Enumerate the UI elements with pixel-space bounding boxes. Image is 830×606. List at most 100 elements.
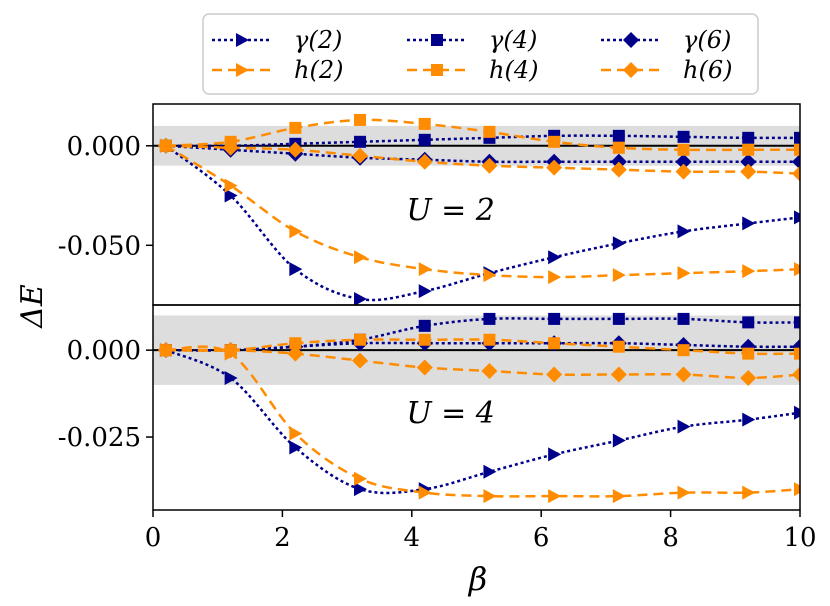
series-line (165, 341, 800, 352)
data-point (742, 347, 755, 360)
data-point (612, 141, 625, 154)
data-point (677, 266, 691, 281)
data-point (287, 345, 304, 362)
data-point (289, 426, 303, 441)
data-point (742, 216, 756, 231)
data-point (222, 139, 239, 156)
data-point (354, 482, 368, 497)
data-point (483, 268, 497, 283)
data-point (483, 312, 496, 325)
legend-marker (623, 32, 639, 48)
data-point (740, 163, 757, 180)
data-point (675, 153, 692, 170)
data-point (677, 143, 690, 156)
data-point (548, 489, 562, 504)
data-point (548, 447, 562, 462)
data-point (612, 340, 625, 353)
legend-entry-h(6): h(6) (601, 56, 732, 84)
data-point (740, 369, 757, 386)
data-point (354, 333, 367, 346)
y-tick-label: 0.000 (67, 132, 141, 162)
data-point (742, 131, 755, 144)
data-point (546, 159, 563, 176)
legend-label: γ(2) (294, 26, 342, 54)
data-point (610, 161, 627, 178)
series-line (165, 134, 800, 148)
legend-box (202, 13, 759, 95)
legend-entry-h(2): h(2) (212, 56, 343, 84)
data-point (546, 366, 563, 383)
data-point (418, 262, 432, 277)
data-point (612, 129, 625, 142)
data-point (418, 133, 431, 146)
data-point (222, 342, 239, 359)
legend-marker (431, 64, 443, 76)
data-point (289, 224, 303, 239)
data-point (794, 262, 800, 277)
legend-entry-h(4): h(4) (407, 56, 538, 84)
legend-label: γ(6) (683, 26, 731, 54)
data-point (548, 337, 561, 350)
series-group (157, 113, 800, 305)
data-point (483, 333, 496, 346)
legend-label: h(6) (683, 56, 732, 84)
data-point (481, 363, 498, 380)
data-point (548, 312, 561, 325)
series-group (157, 312, 800, 504)
data-point (354, 135, 367, 148)
x-tick-label: 6 (533, 523, 550, 553)
series-h(4) (159, 113, 800, 156)
data-point (483, 464, 497, 479)
panel-annotation: U = 2 (406, 193, 495, 228)
y-tick-label: -0.050 (58, 231, 141, 261)
data-point (677, 485, 691, 500)
x-axis: 0 2 4 6 8 10 (145, 510, 817, 553)
data-point (794, 347, 800, 360)
data-point (418, 117, 431, 130)
data-point (418, 284, 432, 299)
data-point (794, 405, 800, 420)
data-point (742, 485, 756, 500)
y-tick-label: -0.025 (58, 423, 141, 453)
legend: γ(2) γ(4) γ(6) h(2) h(4) h(6) (202, 13, 759, 95)
legend-label: h(2) (294, 56, 343, 84)
data-point (794, 210, 800, 225)
data-point (742, 264, 756, 279)
data-point (354, 113, 367, 126)
plot-panels: 0.000 -0.050 U = 2 0.000 -0.025 U = 4 (58, 103, 801, 511)
series-h(6) (157, 342, 800, 386)
data-point (289, 121, 302, 134)
data-point (157, 342, 174, 359)
data-point (289, 440, 303, 455)
data-point (677, 130, 690, 143)
data-point (612, 236, 626, 251)
y-tick-label: 0.000 (67, 336, 141, 366)
data-point (224, 188, 238, 203)
data-point (792, 165, 800, 182)
data-point (677, 344, 690, 357)
data-point (352, 147, 369, 164)
data-point (612, 312, 625, 325)
data-point (287, 141, 304, 158)
data-point (354, 292, 368, 305)
data-point (483, 125, 496, 138)
data-point (548, 250, 562, 265)
legend-marker (623, 62, 639, 78)
data-point (612, 268, 626, 283)
data-point (742, 316, 755, 329)
data-point (416, 153, 433, 170)
data-point (677, 224, 691, 239)
data-point (354, 471, 368, 486)
data-point (289, 262, 303, 277)
series-h(6) (157, 137, 800, 182)
x-tick-label: 0 (145, 523, 162, 553)
data-point (610, 366, 627, 383)
data-point (289, 337, 302, 350)
panel-annotation: U = 4 (406, 396, 495, 431)
data-point (612, 433, 626, 448)
legend-marker (236, 33, 249, 47)
data-point (612, 489, 626, 504)
legend-entry-γ(2): γ(2) (212, 26, 342, 54)
data-point (418, 485, 432, 500)
legend-marker (431, 34, 443, 46)
